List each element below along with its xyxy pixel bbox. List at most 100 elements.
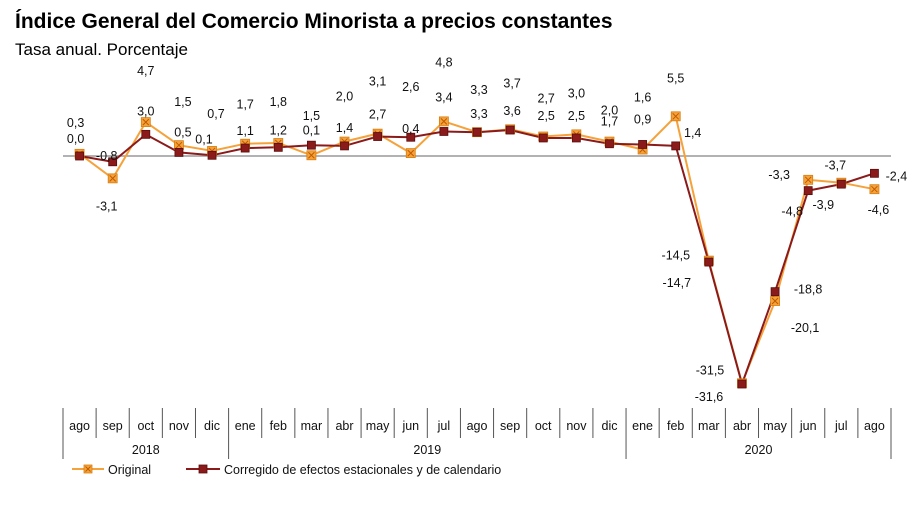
x-tick-label: ago: [864, 419, 885, 433]
data-label: 1,2: [270, 123, 287, 137]
data-label: 1,7: [601, 115, 618, 129]
data-label: 2,7: [538, 92, 555, 106]
data-label: 1,6: [634, 91, 651, 105]
x-axis: ago sep oct nov dic ene feb mar abr may jun jul ago s…: [62, 408, 892, 459]
x-tick-label: oct: [535, 419, 552, 433]
data-label: 5,5: [667, 71, 684, 85]
corrected-point: [273, 142, 283, 152]
original-point-mark: [109, 175, 117, 182]
data-label: -4,8: [781, 205, 803, 219]
corrected-point: [306, 140, 316, 150]
data-label: -3,9: [813, 198, 835, 212]
chart-series: [74, 111, 880, 389]
corrected-point: [472, 127, 482, 137]
data-label: -31,5: [696, 363, 725, 377]
x-tick-label: abr: [335, 419, 353, 433]
x-tick-label: mar: [301, 419, 323, 433]
x-tick-label: nov: [566, 419, 587, 433]
original-point-mark: [407, 149, 415, 157]
original-point-mark: [871, 185, 878, 193]
corrected-point: [571, 133, 581, 143]
corrected-point: [671, 141, 681, 151]
data-label: 0,1: [195, 132, 212, 146]
data-label: 3,1: [369, 75, 386, 89]
x-tick-label: jul: [834, 419, 848, 433]
data-label: 0,0: [67, 132, 84, 146]
data-label: 3,3: [470, 107, 487, 121]
x-tick-label: ago: [467, 419, 488, 433]
x-tick-label: ene: [632, 419, 653, 433]
data-label: 0,7: [207, 107, 224, 121]
original-point-mark: [771, 297, 779, 305]
data-label: 3,7: [503, 76, 520, 90]
legend-corrected-marker: [198, 464, 208, 474]
data-label: -4,6: [868, 203, 890, 217]
data-label: 2,0: [336, 90, 353, 104]
x-tick-label: oct: [137, 419, 154, 433]
data-label: 1,7: [237, 98, 254, 112]
data-label: 3,4: [435, 91, 452, 105]
corrected-point: [207, 150, 217, 160]
x-tick-label: jun: [799, 419, 817, 433]
data-label: 1,4: [336, 121, 353, 135]
corrected-point: [75, 151, 84, 161]
x-tick-label: dic: [204, 419, 220, 433]
x-tick-label: may: [366, 419, 390, 433]
x-tick-label: ene: [235, 419, 256, 433]
data-label: 4,8: [435, 55, 452, 69]
x-tick-label: abr: [733, 419, 751, 433]
x-tick-label: sep: [500, 419, 520, 433]
corrected-point: [505, 125, 515, 135]
corrected-point: [373, 132, 383, 141]
original-point-mark: [308, 151, 315, 159]
data-label: 3,0: [568, 86, 585, 100]
data-label: 2,5: [568, 109, 585, 123]
data-label: 3,0: [137, 104, 154, 118]
chart-subtitle: Tasa anual. Porcentaje: [15, 40, 188, 59]
data-label: -14,5: [662, 249, 691, 263]
x-tick-label: mar: [698, 419, 720, 433]
corrected-point: [439, 127, 449, 136]
x-tick-label: may: [763, 419, 787, 433]
series-line-1: [79, 128, 875, 388]
data-label: 1,5: [303, 109, 320, 123]
data-label: 2,7: [369, 108, 386, 122]
corrected-point: [141, 129, 151, 139]
data-label: -3,1: [96, 199, 118, 213]
corrected-point: [108, 157, 118, 167]
corrected-point: [737, 379, 747, 389]
data-label: 0,3: [67, 116, 84, 130]
original-point-mark: [804, 176, 812, 184]
corrected-point: [240, 143, 250, 153]
legend-corrected-label: Corregido de efectos estacionales y de c…: [224, 463, 501, 477]
corrected-point: [704, 257, 714, 267]
original-point-mark: [175, 141, 183, 149]
data-label: 0,5: [174, 125, 191, 139]
data-label: -0,8: [96, 149, 118, 163]
x-tick-label: sep: [103, 419, 123, 433]
data-label: 1,4: [684, 126, 701, 140]
original-point-mark: [142, 118, 150, 126]
original-point-mark: [440, 118, 448, 125]
x-tick-label: ago: [69, 419, 90, 433]
x-tick-label: feb: [270, 419, 287, 433]
year-label: 2018: [132, 443, 160, 457]
legend-original-mark: [85, 466, 91, 472]
x-tick-label: jun: [401, 419, 419, 433]
year-label: 2019: [413, 443, 441, 457]
data-label: 1,5: [174, 95, 191, 109]
data-label: -3,7: [825, 159, 847, 173]
corrected-point: [836, 179, 846, 189]
corrected-point: [803, 186, 813, 196]
corrected-point: [605, 139, 614, 149]
data-label: -18,8: [794, 283, 823, 297]
chart-legend: Original Corregido de efectos estacionale…: [72, 463, 501, 477]
x-tick-label: feb: [667, 419, 684, 433]
corrected-point: [538, 133, 548, 143]
data-label: 3,6: [503, 104, 520, 118]
corrected-point: [340, 141, 349, 151]
legend-original-label: Original: [108, 463, 151, 477]
data-label: 0,4: [402, 122, 419, 136]
corrected-point: [770, 287, 780, 297]
